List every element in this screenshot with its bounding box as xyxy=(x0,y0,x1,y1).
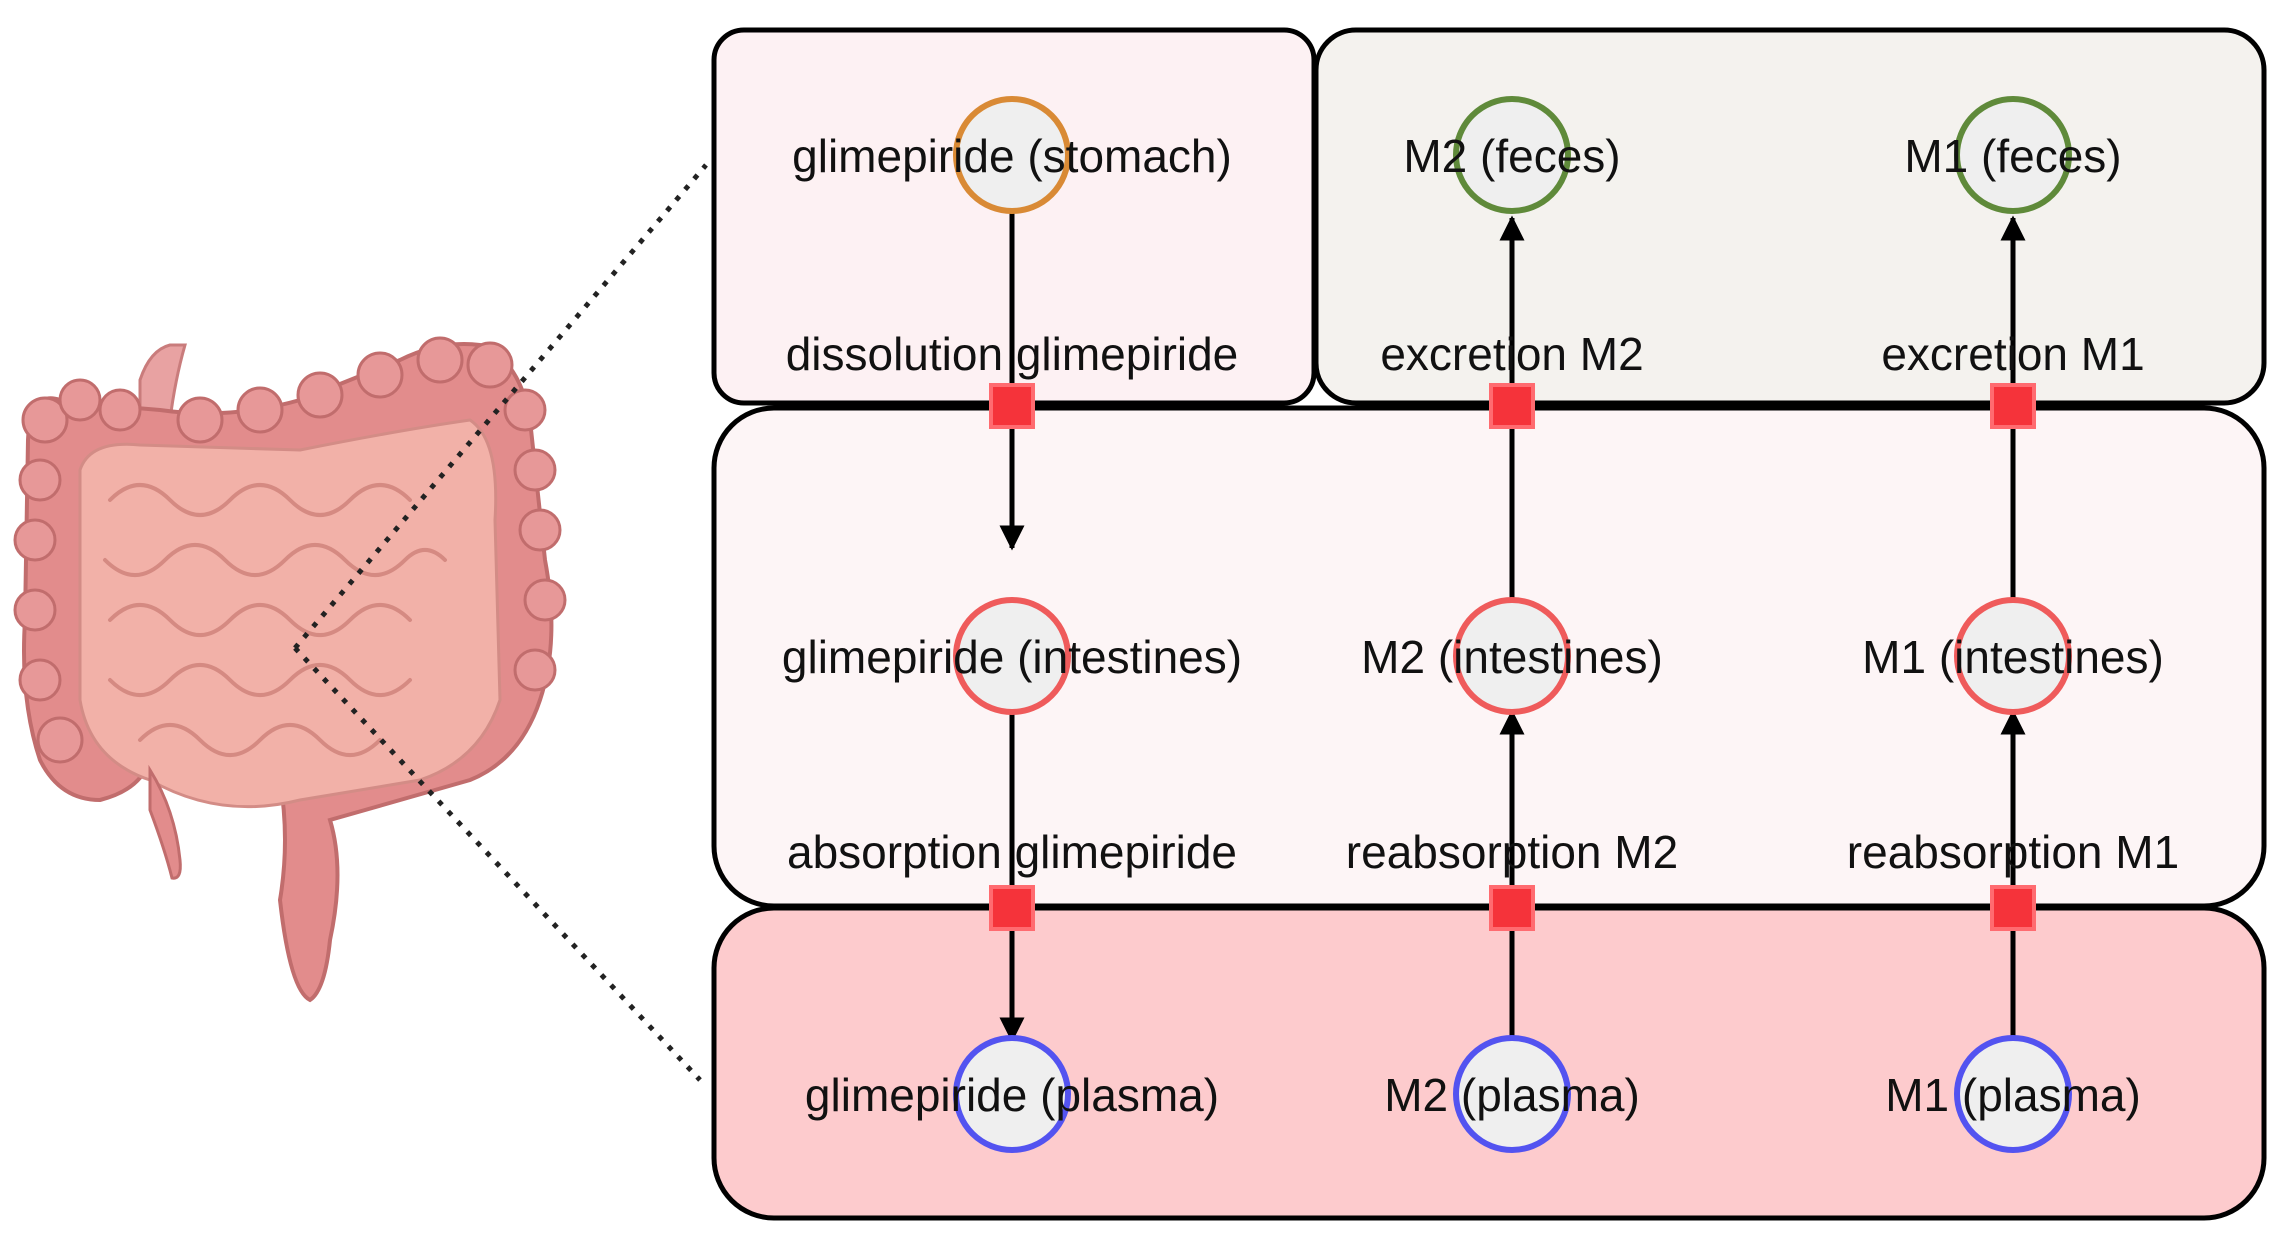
reaction-marker-dissolution xyxy=(989,383,1035,429)
label-dissolution: dissolution glimepiride xyxy=(786,328,1239,380)
reaction-marker-excretion-m1 xyxy=(1990,383,2036,429)
zoom-lines xyxy=(293,163,708,1082)
label-absorption: absorption glimepiride xyxy=(787,826,1237,878)
label-m2-feces: M2 (feces) xyxy=(1403,130,1620,182)
node-glimepiride-plasma xyxy=(953,1035,1071,1153)
node-m2-plasma xyxy=(1453,1035,1571,1153)
node-glimepiride-stomach xyxy=(953,96,1071,214)
label-m2-intestines: M2 (intestines) xyxy=(1361,631,1663,683)
node-m1-intestines xyxy=(1954,597,2072,715)
reaction-marker-reabsorption-m1 xyxy=(1990,885,2036,931)
label-excretion-m2: excretion M2 xyxy=(1380,328,1643,380)
label-glimepiride-stomach: glimepiride (stomach) xyxy=(792,130,1232,182)
reaction-marker-absorption xyxy=(989,885,1035,931)
intestines-illustration xyxy=(13,336,567,1003)
label-reabsorption-m2: reabsorption M2 xyxy=(1346,826,1678,878)
node-m1-feces xyxy=(1954,96,2072,214)
label-m1-feces: M1 (feces) xyxy=(1904,130,2121,182)
label-m1-intestines: M1 (intestines) xyxy=(1862,631,2164,683)
label-glimepiride-intestines: glimepiride (intestines) xyxy=(782,631,1242,683)
node-m2-feces xyxy=(1453,96,1571,214)
label-m2-plasma: M2 (plasma) xyxy=(1384,1069,1640,1121)
label-m1-plasma: M1 (plasma) xyxy=(1885,1069,2141,1121)
node-glimepiride-intestines xyxy=(953,597,1071,715)
label-excretion-m1: excretion M1 xyxy=(1881,328,2144,380)
label-reabsorption-m1: reabsorption M1 xyxy=(1847,826,2179,878)
label-glimepiride-plasma: glimepiride (plasma) xyxy=(805,1069,1219,1121)
node-m1-plasma xyxy=(1954,1035,2072,1153)
reaction-marker-reabsorption-m2 xyxy=(1489,885,1535,931)
node-m2-intestines xyxy=(1453,597,1571,715)
reaction-marker-excretion-m2 xyxy=(1489,383,1535,429)
